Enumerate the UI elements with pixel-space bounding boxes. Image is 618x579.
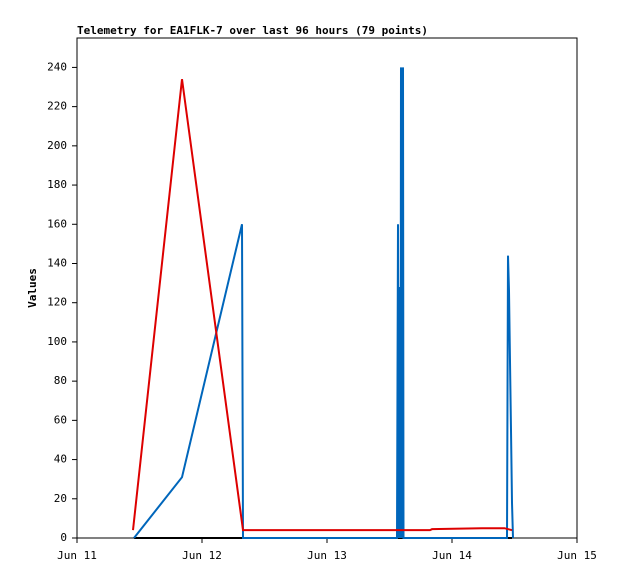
series-line	[132, 79, 513, 532]
y-axis-label: Values	[26, 268, 39, 308]
y-tick-label: 0	[60, 531, 67, 544]
y-tick-label: 160	[47, 217, 67, 230]
y-tick-label: 180	[47, 178, 67, 191]
y-tick-label: 40	[54, 453, 67, 466]
plot-frame	[76, 37, 578, 539]
x-tick-label: Jun 11	[57, 549, 97, 562]
y-tick-label: 80	[54, 374, 67, 387]
y-tick-label: 60	[54, 413, 67, 426]
y-tick-label: 140	[47, 256, 67, 269]
y-tick-label: 200	[47, 139, 67, 152]
series-line	[133, 67, 514, 539]
x-tick-label: Jun 12	[182, 549, 222, 562]
x-tick-label: Jun 14	[432, 549, 472, 562]
y-tick-label: 20	[54, 492, 67, 505]
y-tick-label: 240	[47, 60, 67, 73]
y-tick-label: 100	[47, 335, 67, 348]
chart-title: Telemetry for EA1FLK-7 over last 96 hour…	[77, 24, 428, 37]
y-tick-label: 120	[47, 296, 67, 309]
y-tick-label: 220	[47, 100, 67, 113]
x-tick-label: Jun 13	[307, 549, 347, 562]
x-tick-label: Jun 15	[557, 549, 597, 562]
